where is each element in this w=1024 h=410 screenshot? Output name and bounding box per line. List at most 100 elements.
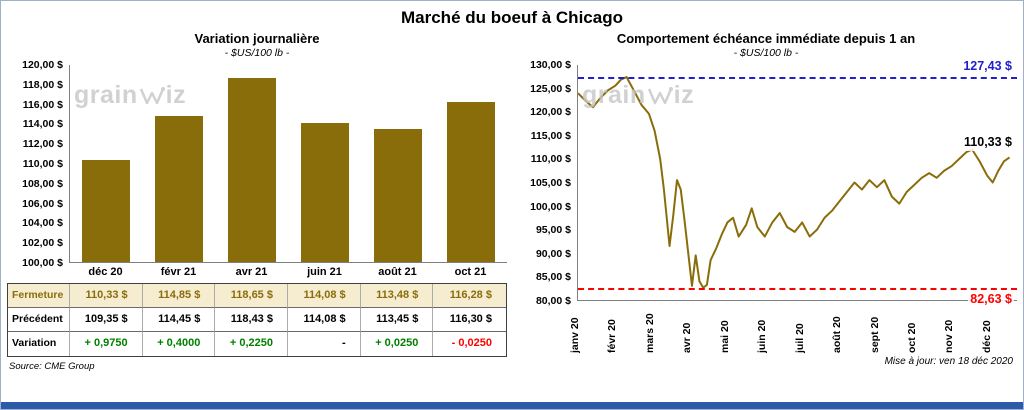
bar-plot: grain iz — [69, 65, 507, 263]
y-tick-label: 104,00 $ — [22, 217, 63, 230]
x-tick-label: avr 20 — [681, 322, 694, 353]
y-tick-label: 105,00 $ — [530, 176, 571, 189]
y-tick-label: 100,00 $ — [22, 256, 63, 269]
table-cell: + 0,2250 — [215, 332, 288, 356]
table-cell: 109,35 $ — [70, 308, 143, 333]
y-tick-label: 125,00 $ — [530, 82, 571, 95]
table-cell: 116,30 $ — [433, 308, 506, 333]
bar — [228, 78, 277, 262]
y-tick-label: 116,00 $ — [22, 98, 63, 111]
table-cell: 114,08 $ — [287, 308, 361, 333]
table-cell: 113,45 $ — [360, 308, 434, 333]
table-row-label: Variation — [8, 332, 70, 356]
table-cell: 110,33 $ — [70, 284, 143, 309]
x-tick-label: juil 20 — [793, 323, 806, 353]
table-cell: + 0,9750 — [70, 332, 143, 356]
table-cell: - — [287, 332, 361, 356]
y-tick-label: 130,00 $ — [530, 58, 571, 71]
x-tick-label: oct 20 — [906, 322, 919, 353]
bar-chart-subtitle: - $US/100 lb - — [224, 47, 290, 59]
bar — [155, 115, 204, 262]
bar-chart: 120,00 $ 118,00 $ 116,00 $ 114,00 $ 112,00 $… — [7, 60, 507, 268]
threshold-line — [578, 287, 1017, 290]
table-cell: 113,48 $ — [360, 284, 434, 309]
summary-table: Fermeture 110,33 $114,85 $118,65 $114,08 … — [7, 283, 507, 357]
threshold-label: 82,63 $ — [968, 291, 1014, 308]
table-cell: 118,65 $ — [215, 284, 288, 309]
y-tick-label: 110,00 $ — [22, 157, 63, 170]
x-tick-label: avr 21 — [235, 266, 268, 278]
bar-slot — [216, 65, 289, 262]
x-tick-label: nov 20 — [943, 319, 956, 353]
x-tick-label: oct 21 — [454, 266, 487, 278]
x-tick-label: janv 20 — [569, 317, 581, 353]
threshold-line — [578, 77, 1017, 80]
x-tick-label: déc 20 — [980, 320, 993, 353]
last-price-label: 110,33 $ — [962, 135, 1014, 152]
y-tick-label: 118,00 $ — [22, 78, 63, 91]
bar — [82, 160, 131, 262]
table-cell: 114,85 $ — [142, 284, 216, 309]
table-cell: - 0,0250 — [433, 332, 506, 356]
y-tick-label: 95,00 $ — [535, 223, 571, 236]
bar — [373, 129, 422, 262]
front-month-panel: Comportement échéance immédiate depuis 1… — [507, 28, 1017, 372]
content: Variation journalière - $US/100 lb - 120… — [1, 28, 1023, 372]
y-tick-label: 110,00 $ — [530, 153, 571, 166]
y-tick-label: 102,00 $ — [22, 236, 63, 249]
table-row-label: Fermeture — [8, 284, 70, 309]
x-tick-label: sept 20 — [868, 316, 881, 353]
table-cell: 114,08 $ — [287, 284, 361, 309]
x-tick-label: mars 20 — [643, 313, 656, 353]
bar-slot — [288, 65, 361, 262]
table-cell: 114,45 $ — [142, 308, 216, 333]
bar-y-axis: 120,00 $ 118,00 $ 116,00 $ 114,00 $ 112,00 $… — [7, 60, 69, 268]
bar-slot — [361, 65, 434, 262]
x-tick-label: févr 20 — [606, 319, 619, 353]
price-line — [578, 77, 1010, 288]
x-tick-label: déc 20 — [88, 266, 123, 278]
table-cell: 118,43 $ — [215, 308, 288, 333]
line-plot: grain iz 127,43 $82,63 $110,33 $ — [577, 59, 1017, 308]
x-tick-label: févr 21 — [160, 266, 197, 278]
y-tick-label: 90,00 $ — [535, 247, 571, 260]
table-cell: + 0,4000 — [142, 332, 216, 356]
bar-x-labels: déc 20 févr 21 avr 21 juin 21 août 21 oct 21 — [69, 266, 507, 278]
bar — [300, 123, 349, 262]
line-chart: 130,00 $ 125,00 $ 120,00 $ 115,00 $ 110,00 $… — [515, 59, 1017, 308]
threshold-label: 127,43 $ — [961, 59, 1014, 75]
table-cell: 116,28 $ — [433, 284, 506, 309]
y-tick-label: 85,00 $ — [535, 271, 571, 284]
x-tick-label: août 20 — [831, 316, 844, 353]
table-cell: + 0,0250 — [360, 332, 434, 356]
table-row-label: Précédent — [8, 308, 70, 333]
y-tick-label: 120,00 $ — [530, 105, 571, 118]
y-tick-label: 120,00 $ — [22, 58, 63, 71]
x-tick-label: juin 20 — [756, 319, 769, 353]
line-y-axis: 130,00 $ 125,00 $ 120,00 $ 115,00 $ 110,00 $… — [515, 60, 577, 306]
source-note: Source: CME Group — [9, 360, 95, 372]
daily-variation-panel: Variation journalière - $US/100 lb - 120… — [7, 28, 507, 372]
line-chart-title: Comportement échéance immédiate depuis 1… — [616, 31, 916, 46]
x-tick-label: août 21 — [378, 266, 417, 278]
y-tick-label: 100,00 $ — [530, 200, 571, 213]
page-title: Marché du boeuf à Chicago — [401, 8, 623, 27]
bottom-accent-bar — [1, 402, 1023, 409]
x-tick-label: juin 21 — [307, 266, 342, 278]
price-line-svg — [578, 65, 1017, 300]
bar-slot — [70, 65, 143, 262]
bar-chart-title: Variation journalière — [194, 31, 320, 46]
line-x-labels: janv 20 févr 20 mars 20 avr 20 mai 20 juin 20… — [569, 301, 1017, 355]
x-tick-label: mai 20 — [718, 320, 731, 353]
bar-slot — [143, 65, 216, 262]
update-note: Mise à jour: ven 18 déc 2020 — [884, 356, 1013, 367]
y-tick-label: 108,00 $ — [22, 177, 63, 190]
bar-slot — [434, 65, 507, 262]
line-chart-subtitle: - $US/100 lb - — [733, 47, 799, 59]
y-tick-label: 106,00 $ — [22, 197, 63, 210]
y-tick-label: 114,00 $ — [22, 118, 63, 131]
y-tick-label: 80,00 $ — [535, 294, 571, 307]
y-tick-label: 115,00 $ — [530, 129, 571, 142]
y-tick-label: 112,00 $ — [22, 137, 63, 150]
